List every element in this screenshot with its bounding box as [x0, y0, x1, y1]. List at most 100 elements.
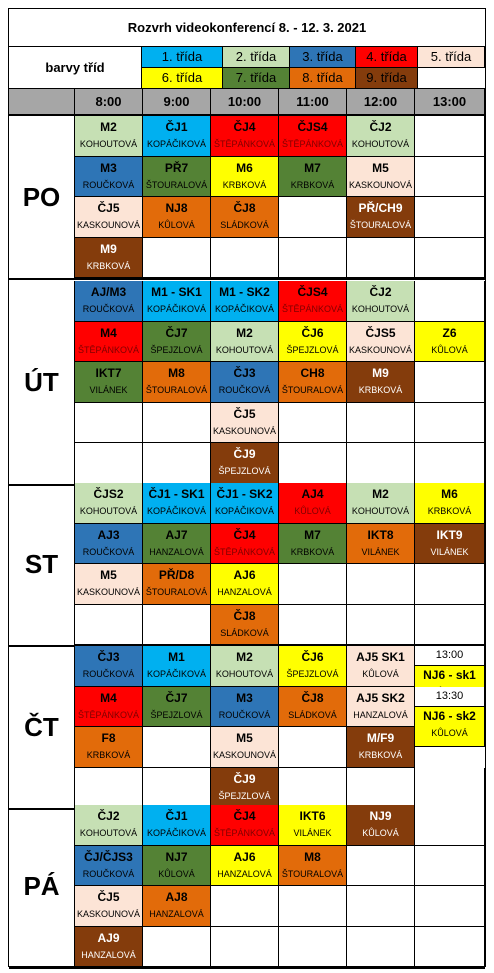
lesson-cell[interactable]: AJ8 HANZALOVÁ — [143, 886, 211, 927]
lesson-cell[interactable]: ČJ1 - SK1 KOPÁČIKOVÁ — [143, 483, 211, 524]
lesson-cell[interactable]: M7 KRBKOVÁ — [279, 156, 347, 197]
lesson-cell[interactable]: CH8 ŠTOURALOVÁ — [279, 362, 347, 403]
lesson-cell[interactable]: M6 KRBKOVÁ — [211, 156, 279, 197]
lesson-cell[interactable]: IKT7 VILÁNEK — [75, 362, 143, 403]
lesson-cell[interactable]: M3 ROUČKOVÁ — [75, 156, 143, 197]
lesson-teacher: KRBKOVÁ — [86, 260, 131, 271]
lesson-cell[interactable]: AJ5 SK1 KŮLOVÁ — [347, 646, 415, 687]
lesson-cell[interactable]: AJ6 HANZALOVÁ — [211, 564, 279, 605]
empty-cell — [415, 443, 485, 484]
lesson-cell[interactable]: M/F9 KRBKOVÁ — [347, 727, 415, 768]
lesson-cell[interactable]: F8 KRBKOVÁ — [75, 727, 143, 768]
day-block: PÁ ČJ2 KOHOUTOVÁ ČJ1 KOPÁČIKOVÁ ČJ4 ŠTĚPÁNKOVÁ… — [9, 805, 485, 969]
lesson-cell[interactable]: ČJ2 KOHOUTOVÁ — [347, 116, 415, 157]
lesson-cell[interactable]: ČJ8 SLÁDKOVÁ — [211, 604, 279, 645]
empty-cell — [279, 402, 347, 443]
lesson-cell[interactable]: ČJ5 KASKOUNOVÁ — [75, 886, 143, 927]
lesson-cell[interactable]: M1 KOPÁČIKOVÁ — [143, 646, 211, 687]
lesson-cell[interactable]: PŘ/D8 ŠTOURALOVÁ — [143, 564, 211, 605]
lesson-cell[interactable]: M2 KOHOUTOVÁ — [211, 646, 279, 687]
time-note-cell: 13:00 — [415, 646, 485, 667]
lesson-cell[interactable]: AJ7 HANZALOVÁ — [143, 523, 211, 564]
lesson-teacher: KOPÁČIKOVÁ — [146, 139, 207, 149]
lesson-cell[interactable]: ČJ4 ŠTĚPÁNKOVÁ — [211, 805, 279, 846]
lesson-subject: AJ4 — [301, 487, 324, 501]
lesson-cell[interactable]: NJ9 KŮLOVÁ — [347, 805, 415, 846]
lesson-cell[interactable]: M4 ŠTĚPÁNKOVÁ — [75, 686, 143, 727]
lesson-subject: M6 — [441, 487, 458, 501]
lesson-cell[interactable]: AJ6 HANZALOVÁ — [211, 845, 279, 886]
lesson-cell[interactable]: M8 ŠTOURALOVÁ — [279, 845, 347, 886]
lesson-cell[interactable]: ČJS5 KASKOUNOVÁ — [347, 321, 415, 362]
lesson-subject: M6 — [236, 160, 253, 175]
lesson-cell[interactable]: ČJS4 ŠTĚPÁNKOVÁ — [279, 116, 347, 157]
lesson-teacher: ROUČKOVÁ — [82, 669, 135, 679]
lesson-cell[interactable]: M7 KRBKOVÁ — [279, 523, 347, 564]
lesson-cell[interactable]: AJ5 SK2 HANZALOVÁ — [347, 686, 415, 727]
lesson-cell[interactable]: IKT8 VILÁNEK — [347, 523, 415, 564]
lesson-cell[interactable]: AJ4 KŮLOVÁ — [279, 483, 347, 524]
class-color-legend: barvy tříd 1. třída 2. třída 3. třída 4. tř… — [9, 47, 485, 89]
lesson-cell[interactable]: M3 ROUČKOVÁ — [211, 686, 279, 727]
lesson-cell[interactable]: ČJ4 ŠTĚPÁNKOVÁ — [211, 116, 279, 157]
lesson-cell[interactable]: ČJ5 KASKOUNOVÁ — [75, 197, 143, 238]
lesson-cell[interactable]: ČJ1 - SK2 KOPÁČIKOVÁ — [211, 483, 279, 524]
lesson-cell[interactable]: ČJ4 ŠTĚPÁNKOVÁ — [211, 523, 279, 564]
lesson-cell[interactable]: ČJ1 KOPÁČIKOVÁ — [143, 116, 211, 157]
lesson-cell[interactable]: ČJ8 SLÁDKOVÁ — [211, 197, 279, 238]
lesson-cell[interactable]: ČJ3 ROUČKOVÁ — [211, 362, 279, 403]
lesson-cell[interactable]: NJ7 KŮLOVÁ — [143, 845, 211, 886]
lesson-cell[interactable]: ČJ7 ŠPEJZLOVÁ — [143, 321, 211, 362]
lesson-cell[interactable]: IKT6 VILÁNEK — [279, 805, 347, 846]
empty-cell — [347, 845, 415, 886]
lesson-cell[interactable]: IKT9 VILÁNEK — [415, 523, 485, 564]
lesson-cell[interactable]: M5 KASKOUNOVÁ — [347, 156, 415, 197]
lesson-cell[interactable]: ČJ3 ROUČKOVÁ — [75, 646, 143, 687]
lesson-cell[interactable]: ČJS4 ŠTĚPÁNKOVÁ — [279, 281, 347, 322]
lesson-cell[interactable]: ČJ9 ŠPEJZLOVÁ — [211, 443, 279, 484]
lesson-cell[interactable]: M5 KASKOUNOVÁ — [211, 727, 279, 768]
lesson-cell[interactable]: ČJ2 KOHOUTOVÁ — [75, 805, 143, 846]
lesson-cell[interactable]: M9 KRBKOVÁ — [347, 362, 415, 403]
lesson-cell[interactable]: ČJ6 ŠPEJZLOVÁ — [279, 321, 347, 362]
lesson-cell[interactable]: ČJ8 SLÁDKOVÁ — [279, 686, 347, 727]
lesson-cell[interactable]: M8 ŠTOURALOVÁ — [143, 362, 211, 403]
lesson-teacher: KRBKOVÁ — [222, 179, 267, 190]
lesson-cell[interactable]: M1 - SK2 KOPÁČIKOVÁ — [211, 281, 279, 322]
empty-cell — [415, 886, 485, 927]
empty-cell — [415, 281, 485, 322]
lesson-cell[interactable]: PŘ7 ŠTOURALOVÁ — [143, 156, 211, 197]
lesson-cell[interactable]: M2 KOHOUTOVÁ — [347, 483, 415, 524]
lesson-teacher: HANZALOVÁ — [149, 909, 204, 919]
lesson-cell[interactable]: Z6 KŮLOVÁ — [415, 321, 485, 362]
lesson-cell[interactable]: M2 KOHOUTOVÁ — [211, 321, 279, 362]
lesson-teacher: ŠTOURALOVÁ — [349, 220, 412, 230]
lesson-cell[interactable]: ČJ2 KOHOUTOVÁ — [347, 281, 415, 322]
lesson-cell[interactable]: M6 KRBKOVÁ — [415, 483, 485, 524]
lesson-cell[interactable]: AJ9 HANZALOVÁ — [75, 926, 143, 967]
empty-cell — [143, 402, 211, 443]
lesson-subject: AJ6 — [233, 568, 256, 582]
lesson-teacher: SLÁDKOVÁ — [220, 220, 269, 230]
lesson-subject: AJ9 — [97, 930, 120, 945]
lesson-cell[interactable]: M9 KRBKOVÁ — [75, 237, 143, 278]
lesson-cell[interactable]: M5 KASKOUNOVÁ — [75, 564, 143, 605]
lesson-teacher: KŮLOVÁ — [431, 727, 468, 738]
lesson-subject: M3 — [236, 690, 253, 705]
lesson-cell[interactable]: PŘ/CH9 ŠTOURALOVÁ — [347, 197, 415, 238]
lesson-cell[interactable]: AJ/M3 ROUČKOVÁ — [75, 281, 143, 322]
lesson-cell[interactable]: ČJ1 KOPÁČIKOVÁ — [143, 805, 211, 846]
lesson-cell[interactable]: NJ8 KŮLOVÁ — [143, 197, 211, 238]
lesson-cell[interactable]: M1 - SK1 KOPÁČIKOVÁ — [143, 281, 211, 322]
lesson-cell[interactable]: M2 KOHOUTOVÁ — [75, 116, 143, 157]
lesson-cell[interactable]: ČJS2 KOHOUTOVÁ — [75, 483, 143, 524]
lesson-cell[interactable]: ČJ/ČJS3 ROUČKOVÁ — [75, 845, 143, 886]
lesson-cell[interactable]: ČJ5 KASKOUNOVÁ — [211, 402, 279, 443]
lesson-cell[interactable]: ČJ6 ŠPEJZLOVÁ — [279, 646, 347, 687]
lesson-cell[interactable]: ČJ9 ŠPEJZLOVÁ — [211, 767, 279, 808]
lesson-cell[interactable]: AJ3 ROUČKOVÁ — [75, 523, 143, 564]
lesson-teacher: KŮLOVÁ — [362, 669, 399, 679]
lesson-cell[interactable]: M4 ŠTĚPÁNKOVÁ — [75, 321, 143, 362]
lesson-cell[interactable]: NJ6 - sk2 KŮLOVÁ — [415, 706, 485, 748]
lesson-cell[interactable]: ČJ7 ŠPEJZLOVÁ — [143, 686, 211, 727]
